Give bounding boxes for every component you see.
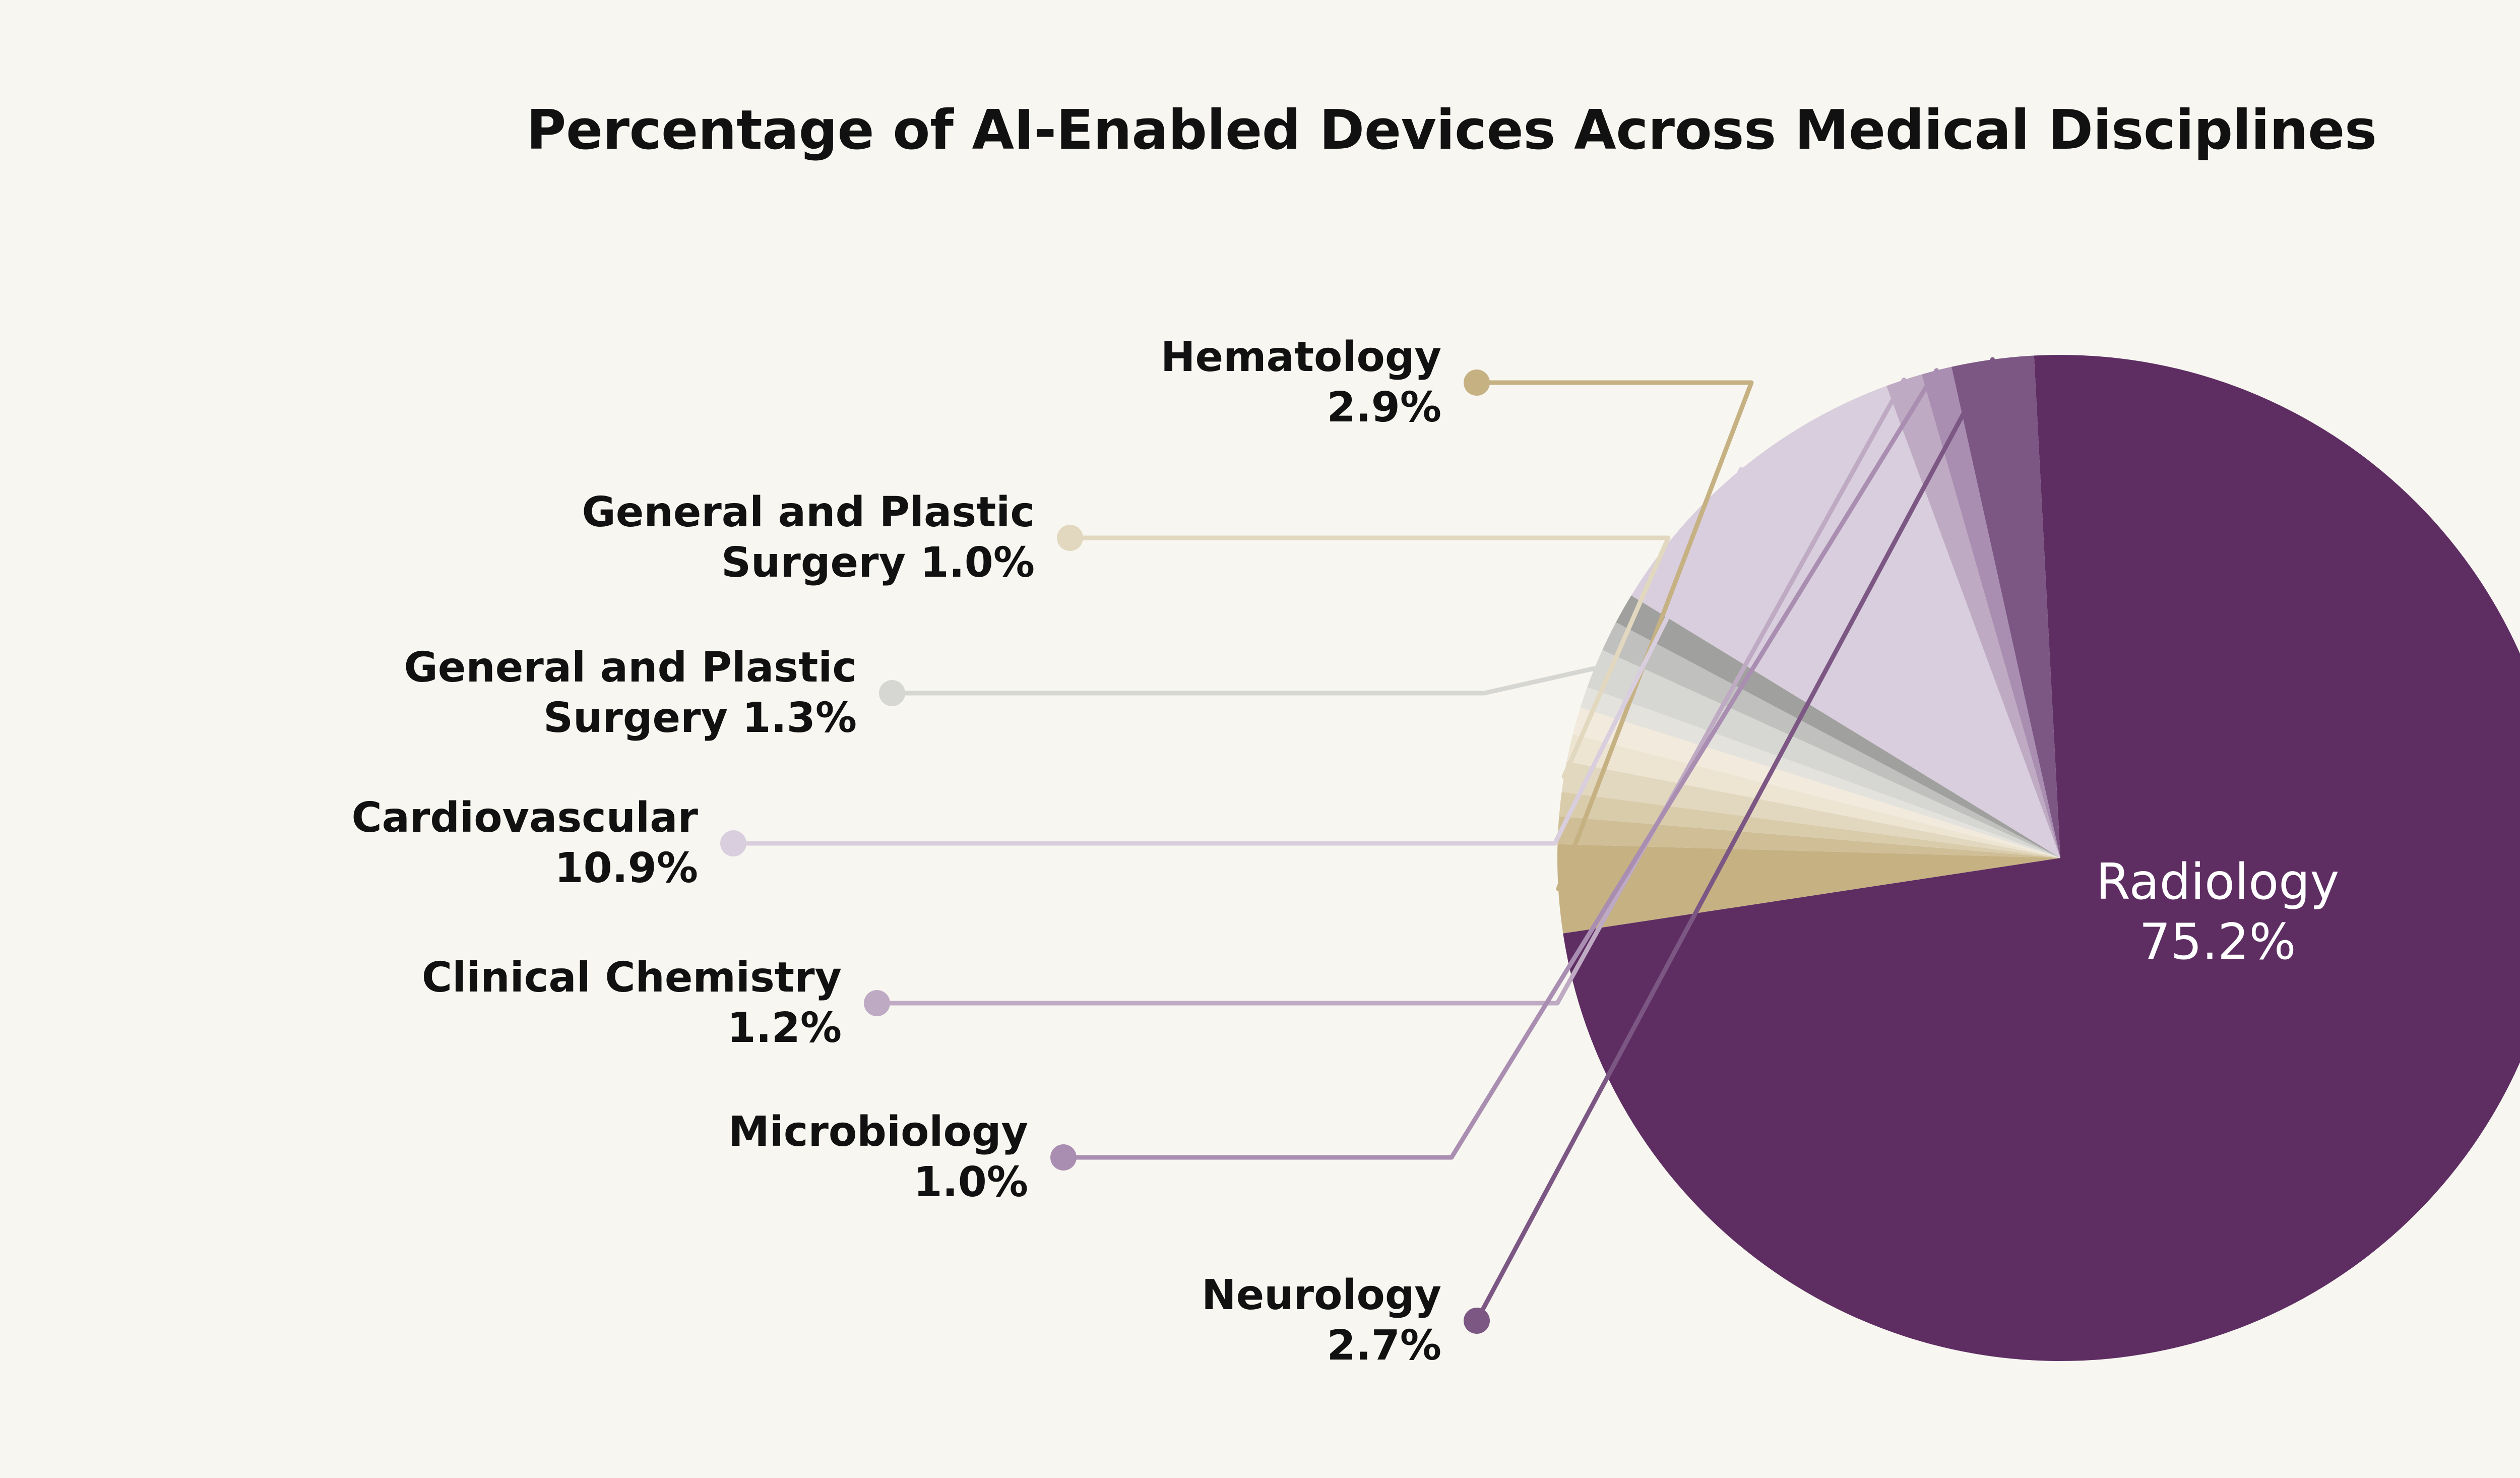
pie-slice-unlabeled-6[interactable]: [1602, 622, 2060, 858]
pie-slice-unlabeled-2[interactable]: [1559, 791, 2060, 858]
leader-line-cardio: [731, 467, 1744, 846]
leader-dot-microbio[interactable]: [1050, 1144, 1077, 1171]
callout-label-neurology: Neurology 2.7%: [1202, 1271, 1441, 1370]
leader-line-gps-2: [890, 666, 1597, 696]
leader-dot-neuro[interactable]: [1464, 1308, 1490, 1334]
pie-slice-unlabeled-5[interactable]: [1580, 687, 2060, 858]
pie-slice-unlabeled-7[interactable]: [1616, 595, 2060, 858]
callout-label-clinical-chemistry: Clinical Chemistry 1.2%: [421, 954, 842, 1053]
pie-slice-group: [1557, 355, 2520, 1361]
leader-dot-group: [720, 370, 1490, 1334]
leader-dot-hematology[interactable]: [1464, 370, 1490, 396]
callout-label-general-and-plastic-surgery-1: General and Plastic Surgery 1.0%: [582, 488, 1035, 587]
leader-dot-gps-1[interactable]: [1057, 525, 1083, 551]
pie-slice-cardio[interactable]: [1631, 386, 2060, 858]
callout-label-microbiology: Microbiology 1.0%: [728, 1108, 1028, 1207]
leader-line-neuro: [1474, 357, 1995, 1323]
pie-slice-neuro[interactable]: [1951, 355, 2060, 858]
leader-dot-cardio[interactable]: [720, 830, 746, 856]
leader-line-hematology: [1474, 380, 1754, 891]
pie-slice-gps-1[interactable]: [1561, 761, 2060, 858]
pie-slice-microbio[interactable]: [1921, 366, 2060, 858]
leader-dot-clinchem[interactable]: [864, 990, 890, 1016]
callout-label-general-and-plastic-surgery-2: General and Plastic Surgery 1.3%: [404, 644, 857, 743]
callout-label-cardiovascular: Cardiovascular 10.9%: [351, 794, 698, 893]
pie-slice-unlabeled-4[interactable]: [1572, 707, 2060, 858]
callout-label-hematology: Hematology 2.9%: [1160, 333, 1441, 432]
pie-slice-radiology[interactable]: [1563, 355, 2520, 1361]
leader-dot-gps-2[interactable]: [879, 680, 905, 706]
leader-line-group: [731, 357, 1995, 1323]
page-title: Percentage of AI-Enabled Devices Across …: [526, 99, 2377, 162]
pie-slice-gps-2[interactable]: [1587, 650, 2060, 858]
pie-slice-clinchem[interactable]: [1886, 374, 2060, 858]
pie-slice-hematology[interactable]: [1557, 844, 2060, 934]
pie-slice-unlabeled-1[interactable]: [1557, 816, 2060, 858]
slice-label-radiology: Radiology 75.2%: [2096, 853, 2340, 971]
leader-line-gps-1: [1067, 535, 1671, 779]
leader-line-clinchem: [874, 377, 1907, 1006]
leader-line-microbio: [1061, 368, 1939, 1160]
